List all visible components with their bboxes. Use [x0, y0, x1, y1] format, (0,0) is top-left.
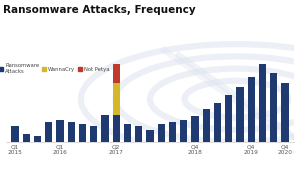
Bar: [214, 103, 221, 142]
Bar: [180, 120, 188, 142]
Bar: [79, 124, 86, 142]
Bar: [158, 124, 165, 142]
Bar: [259, 64, 266, 142]
Bar: [112, 114, 120, 142]
Bar: [248, 77, 255, 142]
Bar: [225, 95, 232, 142]
Text: Ransomware Attacks, Frequency: Ransomware Attacks, Frequency: [3, 5, 196, 15]
Bar: [45, 122, 52, 142]
Bar: [281, 83, 289, 142]
Bar: [68, 122, 75, 142]
Bar: [112, 64, 120, 83]
Bar: [101, 114, 109, 142]
Bar: [236, 87, 244, 142]
Bar: [124, 124, 131, 142]
Bar: [202, 109, 210, 142]
Bar: [146, 130, 154, 142]
Bar: [34, 136, 41, 142]
Bar: [11, 126, 19, 142]
Bar: [135, 126, 142, 142]
Bar: [56, 120, 64, 142]
Bar: [112, 83, 120, 114]
Bar: [169, 122, 176, 142]
Bar: [90, 126, 98, 142]
Bar: [270, 73, 278, 142]
Legend: Ransomware
Attacks, WannaCry, Not Petya: Ransomware Attacks, WannaCry, Not Petya: [0, 61, 112, 76]
Bar: [191, 116, 199, 142]
Bar: [22, 134, 30, 142]
